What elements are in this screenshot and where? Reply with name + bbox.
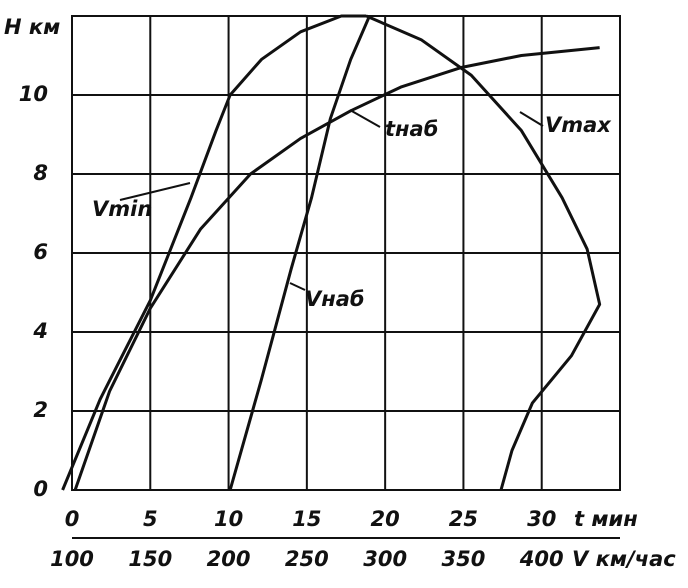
leader-line (289, 282, 306, 291)
x-tick-label: 25 (449, 507, 478, 531)
y-axis-label: H км (4, 15, 60, 39)
leader-line (519, 111, 544, 127)
y-tick-label: 8 (33, 161, 48, 185)
curve (73, 46, 600, 491)
curve-label: Vmin (92, 197, 152, 221)
x-tick-label: 30 (527, 507, 556, 531)
x2-tick-label: 400 (519, 547, 564, 571)
curve-label: tнаб (385, 117, 438, 141)
y-tick-label: 10 (19, 82, 48, 106)
y-tick-label: 0 (33, 477, 48, 501)
leader-line (119, 182, 191, 201)
curve (365, 14, 602, 491)
x2-tick-label: 200 (207, 547, 251, 571)
x2-tick-label: 150 (128, 547, 172, 571)
x-tick-label: 15 (292, 507, 321, 531)
y-tick-label: 6 (33, 240, 48, 264)
curve-label: Vmax (545, 113, 612, 137)
y-tick-label: 2 (33, 398, 48, 422)
y-tick-label: 4 (32, 319, 48, 343)
x2-axis-label: V км/час (572, 547, 676, 571)
curve (228, 15, 371, 491)
curve-label: Vнаб (305, 287, 365, 311)
curve (61, 14, 367, 491)
x-axis-label: t мин (574, 507, 638, 531)
x-tick-label: 5 (143, 507, 158, 531)
x-tick-label: 10 (214, 507, 243, 531)
x2-tick-label: 250 (285, 547, 329, 571)
x-tick-label: 20 (371, 507, 400, 531)
x-tick-label: 0 (65, 507, 80, 531)
x2-tick-label: 350 (442, 547, 486, 571)
x2-tick-label: 100 (50, 547, 94, 571)
leader-line (349, 109, 381, 128)
x2-tick-label: 300 (363, 547, 407, 571)
